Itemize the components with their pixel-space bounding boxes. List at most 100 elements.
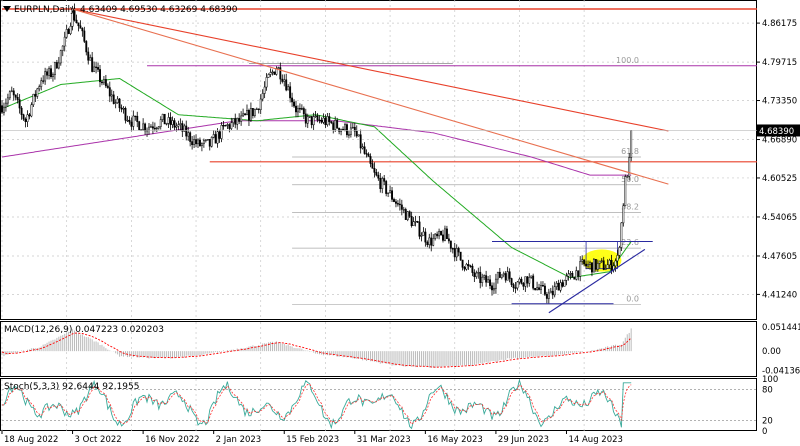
candle-body	[12, 90, 15, 96]
candle-body	[312, 116, 315, 126]
time-tick-label: 18 Aug 2022	[4, 435, 58, 445]
candle-body	[181, 123, 184, 132]
stoch-tick-label: 80	[762, 385, 773, 395]
candle-body	[24, 118, 27, 122]
candle-body	[87, 51, 90, 61]
candle-body	[457, 248, 460, 253]
candle-body	[391, 190, 393, 200]
candle-body	[187, 132, 190, 137]
candle-body	[253, 109, 256, 116]
candle-body	[428, 237, 431, 245]
candle-body	[563, 280, 566, 287]
candle-body	[183, 125, 186, 132]
candle-body	[144, 123, 147, 132]
candle-body	[291, 97, 294, 103]
collapse-triangle-icon[interactable]	[3, 6, 11, 12]
candle-body	[349, 127, 352, 135]
candle-body	[357, 134, 360, 137]
candle-body	[171, 120, 174, 125]
candle-body	[316, 115, 319, 121]
current-price-label: 4.68390	[759, 127, 794, 137]
candle-body	[326, 116, 329, 126]
macd-panel-frame	[0, 321, 757, 377]
candle-body	[420, 235, 423, 237]
candle-body	[520, 278, 523, 284]
candle-body	[551, 290, 554, 296]
macd-tick-label: -0.041366	[762, 367, 800, 377]
candle-body	[300, 108, 303, 110]
candle-body	[214, 134, 217, 144]
candle-body	[422, 231, 425, 236]
candle-body	[620, 222, 623, 248]
candle-body	[200, 143, 203, 147]
candle-body	[222, 125, 225, 127]
candle-body	[95, 66, 98, 68]
time-tick-label: 3 Oct 2022	[75, 435, 122, 445]
candle-body	[50, 68, 52, 78]
candle-body	[271, 71, 274, 73]
candle-body	[124, 108, 127, 121]
candle-body	[618, 247, 621, 256]
chart-header: EURPLN,Daily 4.63409 4.69530 4.63269 4.6…	[3, 5, 238, 15]
current-price-box	[757, 124, 800, 137]
candle-body	[477, 271, 480, 274]
candle-body	[361, 146, 364, 149]
candle-body	[532, 275, 535, 289]
candle-body	[543, 285, 546, 295]
candle-body	[575, 270, 578, 280]
candle-body	[547, 292, 550, 299]
macd-signal-line	[1, 332, 632, 368]
candle-body	[402, 209, 405, 211]
time-tick-label: 16 May 2023	[427, 435, 482, 445]
candle-body	[206, 139, 209, 141]
candle-body	[208, 139, 211, 147]
candle-body	[426, 241, 429, 245]
candle-body	[565, 275, 568, 281]
candle-body	[248, 110, 250, 121]
stoch-tick-label: 20	[762, 417, 773, 427]
candle-body	[569, 273, 572, 275]
candle-body	[1, 105, 3, 113]
candle-body	[587, 264, 589, 267]
candle-body	[30, 104, 33, 117]
candle-body	[8, 91, 11, 99]
uptrend-support-line	[548, 248, 646, 314]
candle-body	[263, 86, 266, 94]
candle-body	[506, 271, 509, 281]
candle-body	[216, 131, 219, 144]
candle-body	[204, 139, 207, 141]
candle-body	[230, 122, 233, 129]
candle-body	[112, 94, 115, 104]
candle-body	[414, 221, 417, 223]
candle-body	[130, 121, 133, 127]
candle-body	[353, 126, 356, 132]
candle-body	[491, 285, 493, 291]
candle-body	[281, 78, 284, 82]
candle-body	[236, 117, 239, 125]
candle-body	[218, 131, 221, 139]
candle-body	[424, 231, 427, 243]
candle-body	[159, 119, 162, 127]
candle-body	[114, 102, 117, 104]
candle-body	[346, 124, 348, 136]
candle-body	[604, 268, 607, 270]
candle-body	[596, 263, 599, 270]
price-axis: 4.86175 4.79715 4.73350 4.66890 4.60525 4.540…	[757, 19, 800, 437]
candle-body	[518, 278, 521, 283]
candle-body	[48, 68, 50, 76]
candle-body	[242, 113, 245, 117]
macd-header-label: MACD(12,26,9) 0.047223 0.020203	[4, 325, 164, 335]
candle-body	[591, 262, 593, 273]
candle-body	[55, 62, 58, 69]
candle-body	[308, 116, 311, 118]
candle-body	[493, 288, 495, 291]
candle-body	[93, 66, 96, 72]
candle-body	[73, 8, 76, 21]
candle-body	[602, 260, 605, 270]
candle-body	[283, 79, 286, 82]
current-price-tag: 4.68390	[2, 124, 800, 137]
candle-body	[379, 177, 382, 189]
candle-body	[444, 228, 446, 241]
candle-body	[485, 275, 488, 283]
fibo-label: 100.0	[616, 56, 639, 65]
